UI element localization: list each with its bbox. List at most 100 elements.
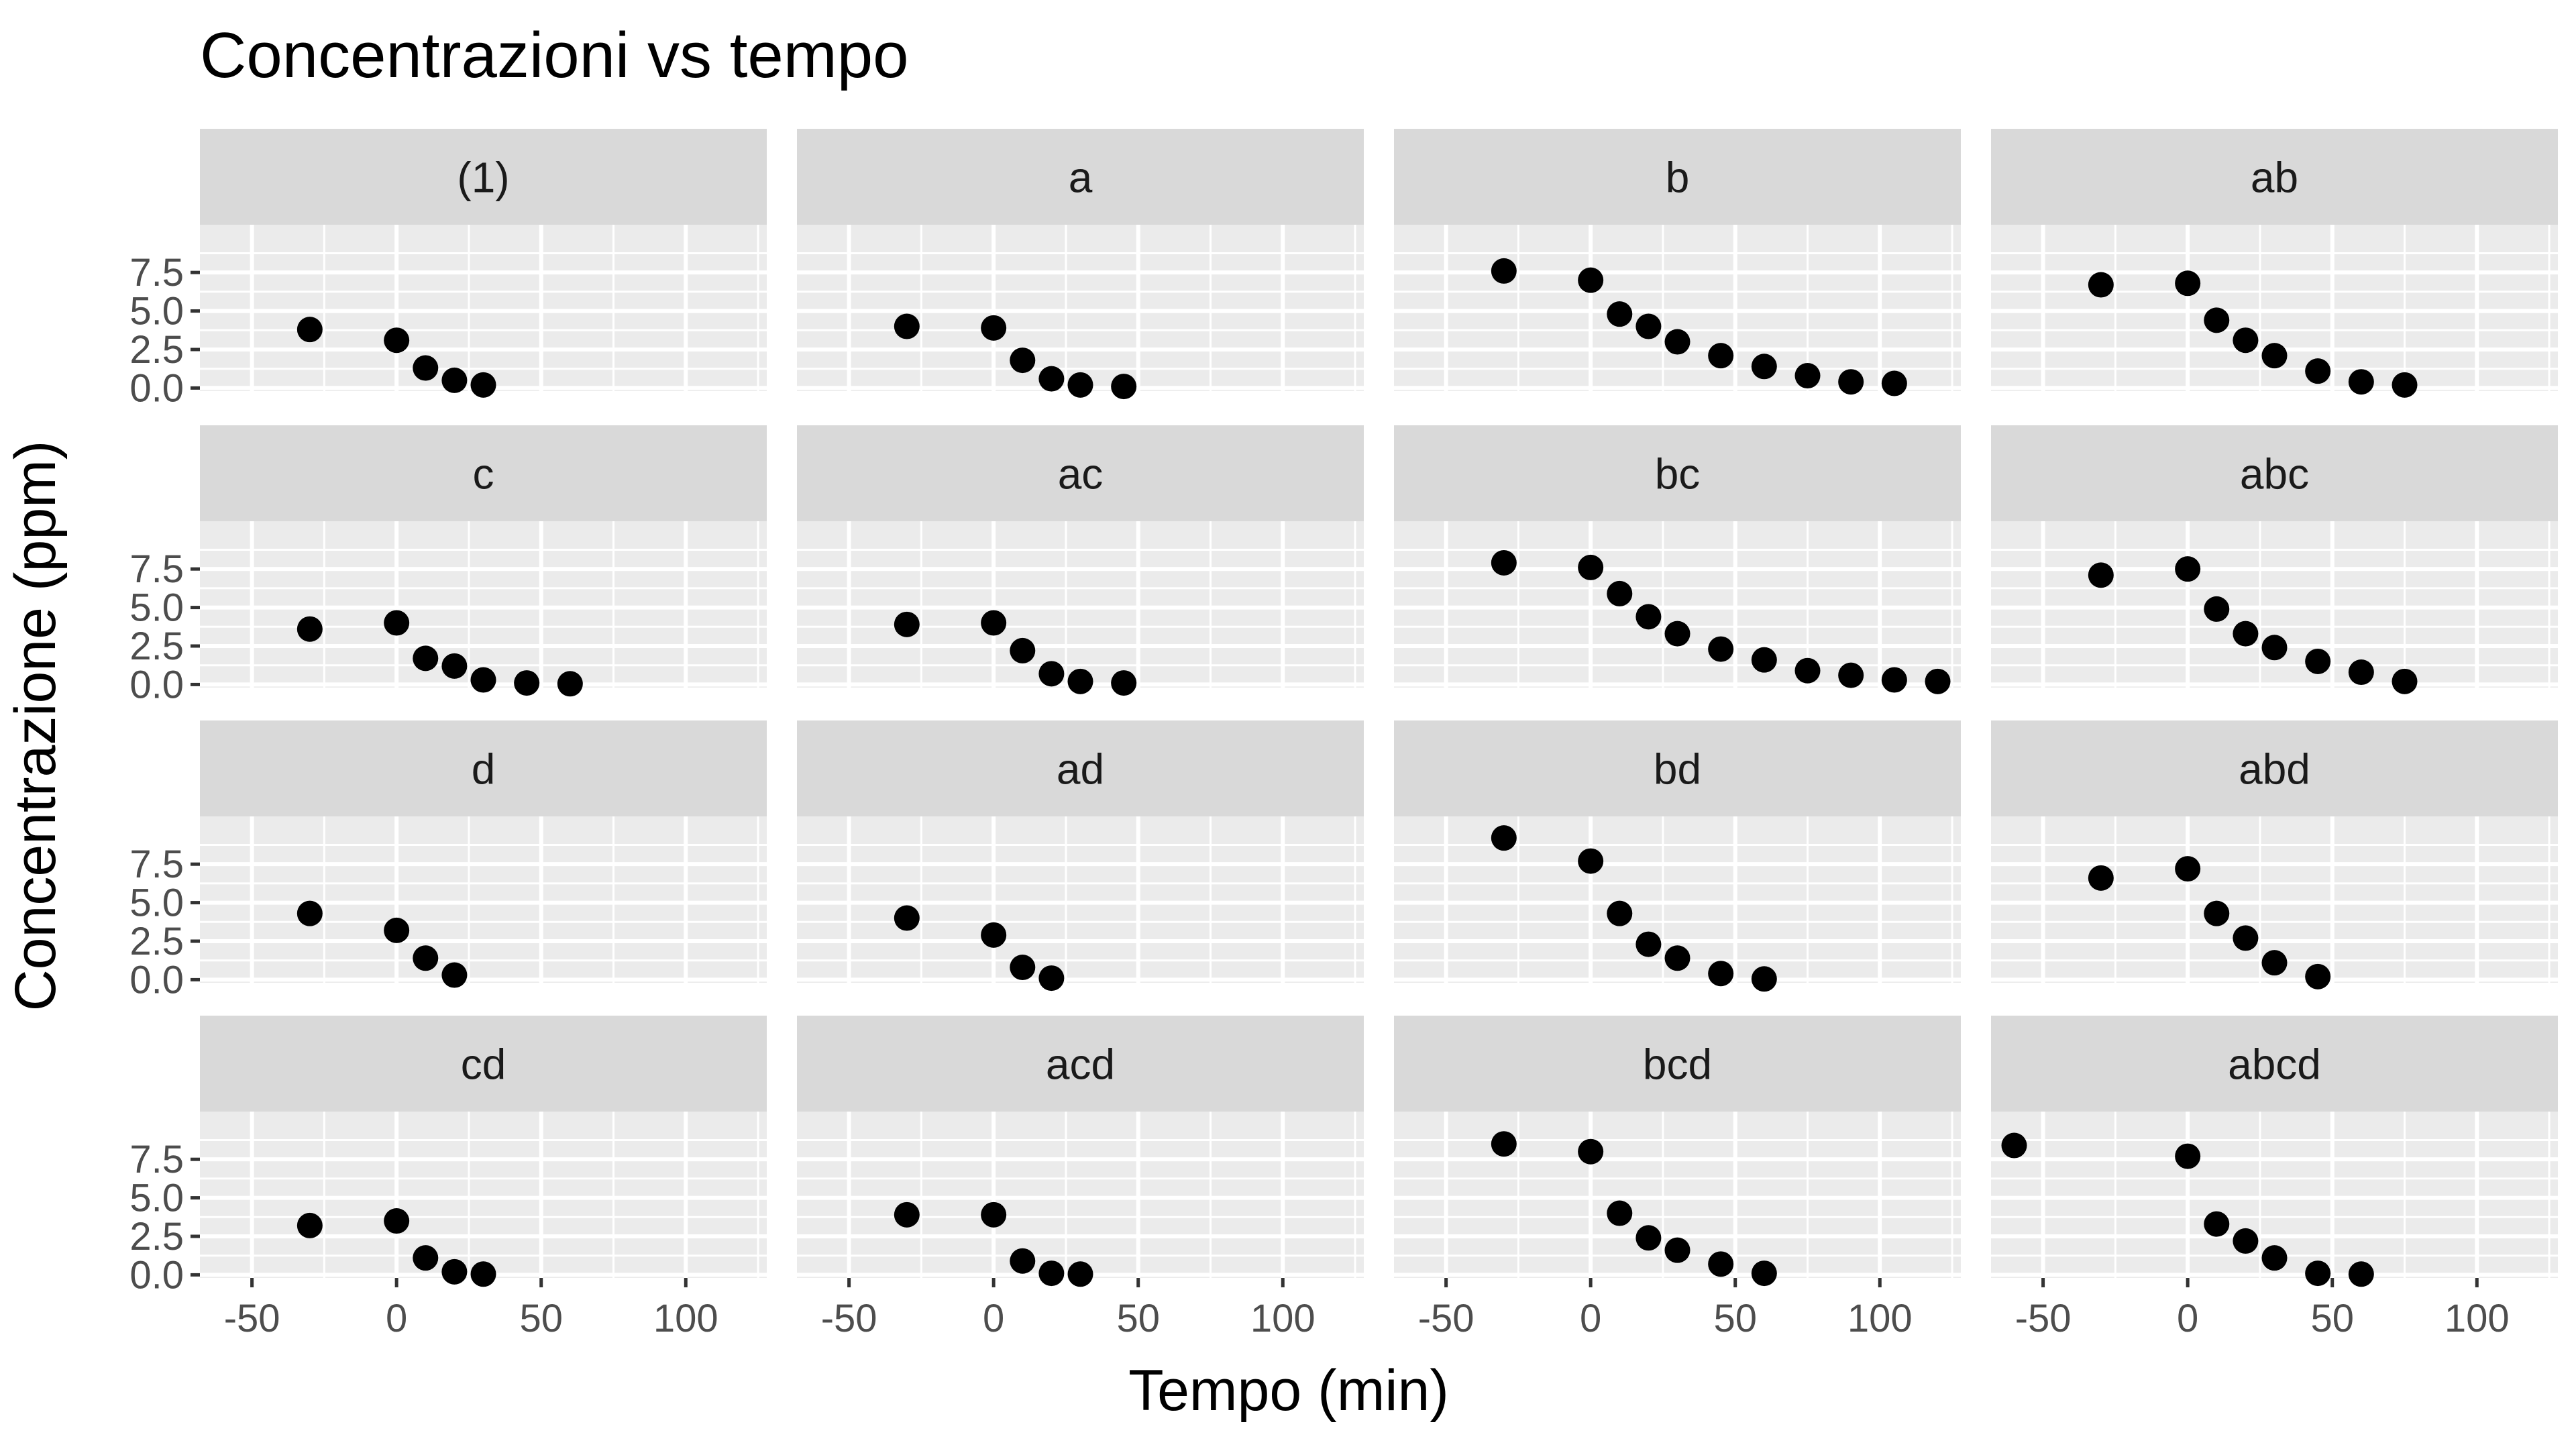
data-point — [2088, 562, 2114, 588]
facet-strip — [797, 129, 1364, 225]
x-tick-label: 0 — [2177, 1297, 2198, 1340]
data-point — [1038, 661, 1065, 687]
facet-panel: bd — [1394, 720, 1961, 992]
data-point — [384, 1208, 410, 1234]
data-point — [1038, 965, 1065, 991]
facet-strip — [1394, 1016, 1961, 1112]
data-point — [2204, 307, 2230, 333]
x-tick-label: 0 — [386, 1297, 407, 1340]
data-point — [2204, 1211, 2230, 1237]
facet-strip-label: bcd — [1643, 1040, 1712, 1089]
y-tick-label: 2.5 — [129, 1215, 184, 1258]
data-point — [1010, 347, 1036, 374]
data-point — [1111, 374, 1137, 400]
data-point — [2175, 556, 2201, 582]
panel-background — [797, 1112, 1364, 1278]
data-point — [1708, 961, 1734, 987]
data-point — [981, 1201, 1007, 1228]
facet-strip — [797, 720, 1364, 816]
facet-strip — [1394, 425, 1961, 521]
data-point — [1038, 366, 1065, 392]
y-tick-label: 7.5 — [129, 1138, 184, 1181]
y-tick-label: 0.0 — [129, 366, 184, 410]
facet-strip-label: a — [1069, 154, 1093, 202]
facet-strip — [1991, 1016, 2558, 1112]
facet-strip-label: abd — [2239, 745, 2310, 794]
data-point — [894, 313, 920, 339]
data-point — [1607, 1200, 1633, 1226]
facet-panel: ad — [797, 720, 1364, 991]
data-point — [1491, 550, 1517, 576]
data-point — [1491, 825, 1517, 851]
data-point — [2305, 1260, 2331, 1287]
y-tick-label: 5.0 — [129, 1177, 184, 1220]
data-point — [1010, 637, 1036, 663]
data-point — [441, 1258, 468, 1285]
data-point — [1578, 554, 1604, 580]
data-point — [413, 1245, 439, 1271]
data-point — [2261, 1245, 2288, 1271]
data-point — [2261, 343, 2288, 369]
data-point — [413, 945, 439, 971]
x-axis-title: Tempo (min) — [1128, 1358, 1449, 1423]
data-point — [1708, 636, 1734, 662]
facet-strip — [200, 720, 767, 816]
data-point — [1067, 1261, 1093, 1287]
data-point — [470, 667, 496, 693]
y-tick-label: 0.0 — [129, 1253, 184, 1297]
data-point — [1838, 662, 1864, 688]
facet-strip-label: ab — [2251, 154, 2298, 202]
facet-panel: abc — [1991, 425, 2558, 694]
x-tick-label: 100 — [1847, 1297, 1913, 1340]
panel-background — [797, 816, 1364, 983]
facet-strip-label: acd — [1046, 1040, 1115, 1089]
data-point — [2305, 963, 2331, 989]
facet-panel: acd -50 0 50 100 — [797, 1016, 1364, 1340]
facet-panel: b — [1394, 129, 1961, 396]
facet-strip — [200, 1016, 767, 1112]
facet-strip-label: abc — [2240, 450, 2309, 498]
data-point — [2233, 621, 2259, 647]
facet-panel: abcd -50 0 50 100 — [1991, 1016, 2558, 1340]
data-point — [1111, 670, 1137, 696]
facet-strip-label: cd — [461, 1040, 506, 1089]
data-point — [1664, 621, 1690, 647]
panel-background — [1394, 225, 1961, 391]
data-point — [2175, 270, 2201, 297]
data-point — [2305, 648, 2331, 674]
data-point — [413, 645, 439, 672]
y-tick-label: 5.0 — [129, 290, 184, 333]
data-point — [470, 372, 496, 398]
facet-strip-label: abcd — [2228, 1040, 2321, 1089]
y-tick-label: 5.0 — [129, 586, 184, 630]
x-tick-label: 0 — [1580, 1297, 1601, 1340]
panel-background — [797, 225, 1364, 391]
data-point — [1578, 1138, 1604, 1165]
data-point — [1491, 1131, 1517, 1157]
panel-background — [200, 225, 767, 391]
data-point — [1708, 343, 1734, 369]
facet-strip — [1394, 720, 1961, 816]
facet-strip — [1991, 129, 2558, 225]
data-point — [1751, 354, 1777, 380]
y-tick-label: 7.5 — [129, 547, 184, 591]
facet-strip — [797, 425, 1364, 521]
x-tick-label: 100 — [2445, 1297, 2510, 1340]
data-point — [1010, 1248, 1036, 1274]
facet-strip — [797, 1016, 1364, 1112]
data-point — [2088, 865, 2114, 891]
facet-panel: ab — [1991, 129, 2558, 398]
facet-strip-label: ac — [1058, 450, 1104, 498]
data-point — [1635, 313, 1662, 339]
data-point — [384, 917, 410, 943]
data-point — [981, 610, 1007, 636]
data-point — [2261, 635, 2288, 661]
data-point — [1838, 369, 1864, 395]
data-point — [2001, 1132, 2027, 1159]
y-tick-label: 2.5 — [129, 328, 184, 372]
y-tick-label: 7.5 — [129, 251, 184, 294]
data-point — [1038, 1260, 1065, 1287]
data-point — [441, 653, 468, 679]
facet-panel: (1) 0.02.55.07.5 — [129, 129, 767, 410]
